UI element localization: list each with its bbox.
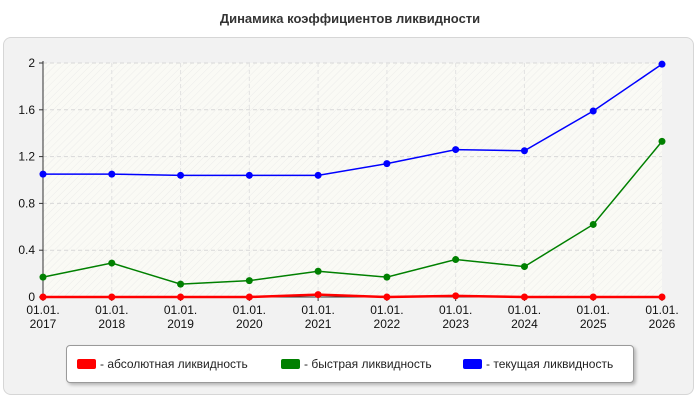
y-tick-label: 1.6: [18, 103, 35, 117]
data-point-absolute[interactable]: [314, 291, 322, 299]
data-point-current[interactable]: [177, 171, 185, 179]
data-point-absolute[interactable]: [589, 293, 597, 301]
data-point-quick[interactable]: [589, 220, 597, 228]
x-tick-label-line1: 01.01.: [645, 303, 678, 317]
data-point-quick[interactable]: [452, 256, 460, 264]
chart-title: Динамика коэффициентов ликвидности: [219, 11, 481, 26]
x-tick-label-line2: 2017: [30, 317, 57, 331]
legend-label-absolute: - абсолютная ликвидность: [100, 357, 248, 371]
series-current: [39, 60, 666, 179]
series-line-quick: [42, 140, 663, 285]
x-tick-label-line1: 01.01.: [508, 303, 541, 317]
legend-swatch-current: [463, 359, 482, 369]
data-point-quick[interactable]: [245, 277, 253, 285]
grid: [43, 62, 662, 297]
x-tick-label-line1: 01.01.: [439, 303, 472, 317]
data-point-current[interactable]: [245, 171, 253, 179]
data-point-absolute[interactable]: [520, 293, 528, 301]
data-point-current[interactable]: [520, 147, 528, 155]
x-tick-label-line2: 2024: [511, 317, 538, 331]
data-point-quick[interactable]: [314, 267, 322, 275]
legend-item-absolute[interactable]: - абсолютная ликвидность: [77, 356, 248, 372]
data-point-current[interactable]: [314, 171, 322, 179]
data-point-absolute[interactable]: [245, 293, 253, 301]
x-tick-label-line2: 2025: [580, 317, 607, 331]
x-tick-label-line1: 01.01.: [95, 303, 128, 317]
plot-area: [43, 63, 662, 297]
legend-swatch-absolute: [77, 359, 96, 369]
data-point-current[interactable]: [452, 146, 460, 154]
y-tick-label: 0: [28, 290, 35, 304]
legend: - абсолютная ликвидность - быстрая ликви…: [66, 345, 634, 383]
y-tick-label: 0.4: [18, 243, 35, 257]
legend-label-quick: - быстрая ликвидность: [304, 357, 432, 371]
y-tick-label: 2: [28, 56, 35, 70]
data-point-current[interactable]: [108, 170, 116, 178]
x-tick-label-line1: 01.01.: [233, 303, 266, 317]
x-tick-label-line2: 2021: [305, 317, 332, 331]
data-point-absolute[interactable]: [39, 293, 47, 301]
x-tick-label-line1: 01.01.: [577, 303, 610, 317]
data-point-quick[interactable]: [108, 259, 116, 267]
data-point-absolute[interactable]: [383, 293, 391, 301]
x-tick-label-line1: 01.01.: [370, 303, 403, 317]
data-point-current[interactable]: [589, 107, 597, 115]
data-point-absolute[interactable]: [658, 293, 666, 301]
legend-swatch-quick: [281, 359, 300, 369]
y-tick-label: 0.8: [18, 196, 35, 210]
series-line-absolute: [43, 293, 662, 299]
y-tick-label: 1.2: [18, 150, 35, 164]
tick-labels: 00.40.81.21.6201.01.201701.01.201801.01.…: [18, 56, 678, 331]
x-tick-label-line1: 01.01.: [26, 303, 59, 317]
legend-item-quick[interactable]: - быстрая ликвидность: [281, 356, 432, 372]
data-point-quick[interactable]: [658, 137, 666, 145]
legend-label-current: - текущая ликвидность: [486, 357, 614, 371]
series-quick: [39, 137, 666, 288]
x-tick-label-line2: 2019: [167, 317, 194, 331]
data-point-current[interactable]: [658, 60, 666, 68]
x-tick-label-line2: 2022: [374, 317, 401, 331]
series-absolute: [39, 291, 666, 301]
data-point-quick[interactable]: [520, 263, 528, 271]
x-tick-label-line1: 01.01.: [301, 303, 334, 317]
data-point-absolute[interactable]: [452, 292, 460, 300]
x-tick-label-line1: 01.01.: [164, 303, 197, 317]
x-tick-label-line2: 2026: [649, 317, 676, 331]
data-point-quick[interactable]: [177, 280, 185, 288]
data-point-quick[interactable]: [39, 273, 47, 281]
data-point-absolute[interactable]: [177, 293, 185, 301]
data-point-absolute[interactable]: [108, 293, 116, 301]
x-tick-label-line2: 2018: [98, 317, 125, 331]
series-line-current: [43, 63, 663, 177]
x-tick-label-line2: 2020: [236, 317, 263, 331]
x-tick-label-line2: 2023: [442, 317, 469, 331]
data-point-current[interactable]: [39, 170, 47, 178]
data-point-current[interactable]: [383, 160, 391, 168]
legend-item-current[interactable]: - текущая ликвидность: [463, 356, 613, 372]
data-point-quick[interactable]: [383, 273, 391, 281]
series: [39, 60, 666, 301]
